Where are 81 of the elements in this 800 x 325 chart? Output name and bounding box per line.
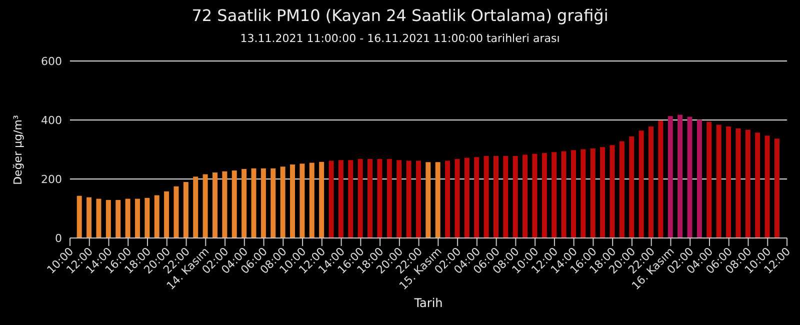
bar xyxy=(435,162,440,238)
bar xyxy=(426,162,431,238)
bar xyxy=(164,191,170,238)
bar xyxy=(348,160,354,238)
bar xyxy=(590,148,596,238)
bar xyxy=(174,186,179,238)
bar xyxy=(183,182,188,238)
bar xyxy=(144,198,150,238)
bar xyxy=(96,198,102,238)
bar xyxy=(493,156,498,238)
bar xyxy=(242,168,247,238)
bar xyxy=(116,200,121,238)
bar xyxy=(736,128,741,238)
bar xyxy=(377,158,382,238)
bar xyxy=(687,116,692,238)
bar xyxy=(386,158,392,238)
bar xyxy=(222,171,228,238)
bar xyxy=(668,116,673,238)
bar xyxy=(270,168,276,238)
bar xyxy=(764,136,770,238)
bar xyxy=(561,151,566,238)
bar xyxy=(416,160,421,238)
bar xyxy=(716,124,722,238)
bar xyxy=(251,168,256,238)
bar xyxy=(726,126,732,238)
bar xyxy=(280,166,286,238)
bar xyxy=(358,158,363,238)
bar xyxy=(309,162,314,238)
bar xyxy=(512,156,518,238)
y-tick-label: 200 xyxy=(41,172,62,186)
bar xyxy=(368,158,373,238)
y-axis-title: Değer µg/m³ xyxy=(12,115,24,185)
bar xyxy=(464,158,470,238)
bar xyxy=(600,147,606,238)
bar xyxy=(629,136,634,238)
bar xyxy=(696,120,702,238)
bar xyxy=(202,174,208,238)
bar xyxy=(106,200,111,238)
bar xyxy=(193,176,198,238)
y-tick-label: 400 xyxy=(41,114,62,127)
bar xyxy=(552,152,557,238)
bar xyxy=(445,160,450,238)
bar xyxy=(638,130,644,238)
bar xyxy=(678,114,683,238)
bar xyxy=(454,158,460,238)
bar xyxy=(755,132,760,238)
bar xyxy=(532,154,538,238)
bar xyxy=(212,172,218,238)
bar xyxy=(328,160,334,238)
bar xyxy=(619,141,624,238)
bar xyxy=(570,150,576,238)
bar xyxy=(580,149,586,238)
chart-subtitle: 13.11.2021 11:00:00 - 16.11.2021 11:00:00 tarihleri arası xyxy=(239,32,561,45)
bar xyxy=(542,153,547,238)
bar xyxy=(290,164,296,238)
bar xyxy=(338,160,344,238)
bar xyxy=(125,198,130,238)
bar xyxy=(745,130,750,238)
chart-title: 72 Saatlik PM10 (Kayan 24 Saatlik Ortalama) grafiği xyxy=(190,6,610,25)
bar xyxy=(154,195,160,238)
bar xyxy=(522,154,528,238)
bar xyxy=(706,122,712,238)
bar xyxy=(300,164,305,238)
bar xyxy=(648,126,654,238)
bar xyxy=(658,120,664,238)
y-tick-label: 600 xyxy=(41,54,62,68)
bar xyxy=(86,197,92,238)
bar xyxy=(484,156,489,238)
bar xyxy=(232,170,237,238)
x-axis-title: Tarih xyxy=(413,296,444,310)
bar xyxy=(474,157,480,238)
bar xyxy=(406,160,412,238)
bar xyxy=(260,168,266,238)
bar xyxy=(774,138,780,238)
bar xyxy=(610,145,615,238)
bar xyxy=(319,162,324,238)
bar xyxy=(503,156,508,238)
bar xyxy=(396,160,402,238)
y-tick-label: 0 xyxy=(55,232,62,245)
bar xyxy=(134,198,140,238)
bar xyxy=(76,196,82,238)
